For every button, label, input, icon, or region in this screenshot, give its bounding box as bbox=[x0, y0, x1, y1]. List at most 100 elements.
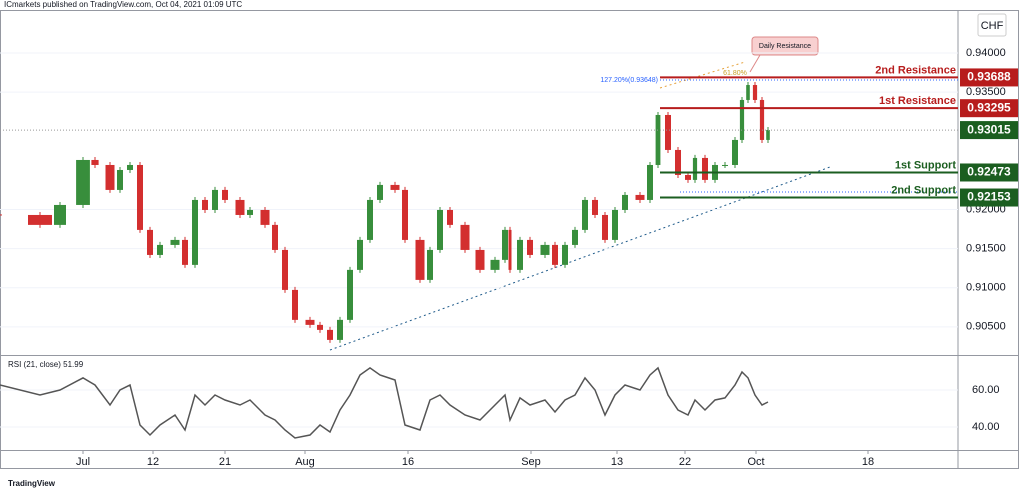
level-name: 2nd Support bbox=[891, 184, 956, 196]
candle-body bbox=[282, 249, 288, 290]
fib-label: 61.80% bbox=[723, 70, 747, 77]
candle-body bbox=[692, 157, 698, 180]
y-tick-label: 0.93500 bbox=[966, 86, 1006, 98]
candle-body bbox=[105, 164, 115, 190]
x-tick-label: 22 bbox=[679, 456, 691, 468]
publisher: ICmarkets published on TradingView.com, … bbox=[4, 0, 242, 9]
candle-body bbox=[76, 159, 90, 205]
price-label bbox=[960, 188, 1018, 207]
x-tick-label: Aug bbox=[295, 456, 315, 468]
candle-body bbox=[540, 244, 550, 255]
candle-body bbox=[347, 269, 353, 320]
candle-body bbox=[502, 229, 508, 260]
candle-body bbox=[655, 114, 661, 165]
candle-body bbox=[517, 239, 523, 270]
price-label-text: 0.92473 bbox=[967, 165, 1011, 179]
candle-body bbox=[722, 164, 728, 166]
candle-body bbox=[415, 239, 425, 280]
y-tick-label: 0.91500 bbox=[966, 243, 1006, 255]
y-tick-label: 0.91000 bbox=[966, 282, 1006, 294]
candle-body bbox=[317, 324, 323, 330]
candle-body bbox=[427, 249, 433, 280]
candle-body bbox=[475, 249, 485, 270]
candle-body bbox=[635, 194, 645, 200]
candle-body bbox=[665, 114, 671, 150]
candle-body bbox=[337, 319, 343, 340]
candle-body bbox=[305, 319, 315, 325]
price-label bbox=[960, 163, 1018, 182]
candle-body bbox=[260, 209, 270, 225]
x-tick-label: Jul bbox=[76, 456, 90, 468]
candle-body bbox=[612, 209, 618, 240]
candle-body bbox=[402, 189, 408, 240]
candle-body bbox=[235, 199, 245, 215]
price-label-text: 0.93295 bbox=[967, 100, 1011, 114]
candle-body bbox=[377, 184, 383, 200]
trendline bbox=[329, 166, 831, 351]
candle-body bbox=[127, 164, 133, 170]
rsi-title: RSI (21, close) 51.99 bbox=[8, 360, 84, 369]
x-tick-label: Oct bbox=[747, 456, 764, 468]
candle-body bbox=[702, 157, 708, 180]
candle-body bbox=[28, 214, 52, 225]
candle-body bbox=[647, 164, 653, 200]
candle-body bbox=[137, 164, 143, 230]
candle-body bbox=[54, 204, 66, 225]
candle-body bbox=[685, 174, 691, 180]
callout-pointer bbox=[749, 54, 761, 73]
price-label bbox=[960, 121, 1018, 140]
candle-body bbox=[766, 130, 770, 140]
candle-body bbox=[247, 209, 253, 215]
y-tick-label: 0.90500 bbox=[966, 321, 1006, 333]
candle-body bbox=[222, 189, 228, 200]
candle-body bbox=[147, 229, 153, 255]
frame bbox=[0, 10, 1019, 469]
price-label bbox=[960, 68, 1018, 87]
candle-body bbox=[739, 99, 745, 140]
candle-body bbox=[157, 244, 163, 255]
x-tick-label: 13 bbox=[611, 456, 623, 468]
candle-body bbox=[552, 244, 558, 265]
callout-box bbox=[751, 36, 819, 56]
price-label-text: 0.92153 bbox=[967, 190, 1011, 204]
currency-box bbox=[977, 13, 1007, 37]
candle-body bbox=[437, 209, 443, 250]
candle-body bbox=[746, 85, 750, 100]
candle-body bbox=[390, 184, 400, 190]
candle-body bbox=[447, 209, 453, 225]
candle-body bbox=[602, 214, 608, 240]
y-tick-label: 0.94000 bbox=[966, 47, 1006, 59]
candle-body bbox=[91, 159, 99, 165]
level-name: 1st Support bbox=[895, 159, 956, 171]
price-label-text: 0.93015 bbox=[967, 122, 1011, 136]
candle-body bbox=[212, 189, 218, 210]
candle-body bbox=[292, 289, 298, 320]
candle-body bbox=[592, 199, 598, 215]
candle-body bbox=[202, 199, 208, 210]
x-tick-label: 18 bbox=[862, 456, 874, 468]
candle-body bbox=[367, 199, 373, 240]
candle-body bbox=[732, 139, 738, 165]
x-tick-label: 12 bbox=[147, 456, 159, 468]
candle-body bbox=[752, 85, 758, 100]
candle-body bbox=[572, 229, 578, 245]
level-name: 2nd Resistance bbox=[875, 64, 956, 76]
level-name: 1st Resistance bbox=[879, 95, 956, 107]
candle-body bbox=[622, 194, 628, 210]
candle-body bbox=[562, 244, 568, 265]
candle-body bbox=[460, 224, 470, 250]
y-tick-label: 60.00 bbox=[972, 384, 1000, 396]
candle-body bbox=[170, 239, 180, 245]
candle-body bbox=[327, 329, 333, 340]
candle-body bbox=[582, 199, 588, 230]
candle-body bbox=[117, 169, 123, 190]
x-tick-label: Sep bbox=[521, 456, 541, 468]
candle-body bbox=[182, 239, 188, 265]
candle-body bbox=[357, 239, 363, 270]
candle-body bbox=[675, 149, 681, 175]
candle-body bbox=[508, 229, 512, 270]
price-label bbox=[960, 99, 1018, 118]
currency: CHF bbox=[981, 20, 1004, 32]
